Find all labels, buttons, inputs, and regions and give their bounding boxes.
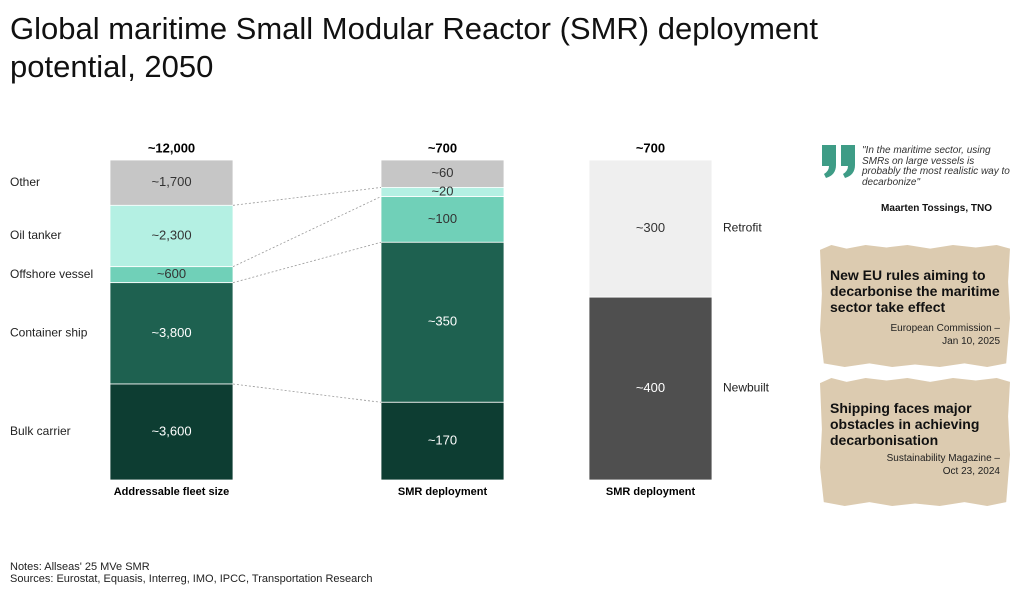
source-line: Oct 23, 2024 bbox=[942, 466, 1000, 477]
value-label: ~3,800 bbox=[151, 325, 191, 340]
connector bbox=[232, 196, 382, 268]
value-label: ~60 bbox=[431, 165, 453, 180]
bar-segment bbox=[109, 204, 234, 268]
source-line: Jan 10, 2025 bbox=[942, 336, 1000, 347]
total-label: ~12,000 bbox=[148, 140, 195, 155]
source-line: European Commission – bbox=[890, 323, 1001, 334]
news-clipping: New EU rules aiming to decarbonise the m… bbox=[820, 245, 1010, 367]
value-label: ~400 bbox=[636, 380, 665, 395]
connector bbox=[232, 383, 382, 403]
x-tick-label: SMR deployment bbox=[398, 486, 488, 498]
note-line: Notes: Allseas' 25 MVe SMR bbox=[10, 561, 150, 573]
connector bbox=[232, 241, 382, 284]
bar-segment bbox=[109, 282, 234, 385]
bar-segment bbox=[588, 159, 713, 298]
segment-name: Container ship bbox=[10, 326, 88, 340]
segment-name: Oil tanker bbox=[10, 228, 61, 242]
value-label: ~300 bbox=[636, 220, 665, 235]
total-label: ~700 bbox=[428, 140, 457, 155]
quote-text: "In the maritime sector, using SMRs on l… bbox=[862, 145, 1010, 188]
source-line: Sustainability Magazine – bbox=[886, 453, 1000, 464]
bar-segment bbox=[109, 383, 234, 481]
value-label: ~350 bbox=[428, 314, 457, 329]
notes: Notes: Allseas' 25 MVe SMR Sources: Euro… bbox=[10, 561, 373, 585]
note-line: Sources: Eurostat, Equasis, Interreg, IM… bbox=[10, 573, 373, 585]
clipping-headline: New EU rules aiming to decarbonise the m… bbox=[830, 267, 1000, 315]
segment-name: Other bbox=[10, 175, 40, 189]
total-label: ~700 bbox=[636, 140, 665, 155]
connector bbox=[232, 187, 382, 206]
bar-segment bbox=[380, 241, 505, 403]
bar-segment bbox=[380, 196, 505, 243]
value-label: ~2,300 bbox=[151, 227, 191, 242]
segment-name: Offshore vessel bbox=[10, 267, 93, 281]
bar-segment bbox=[588, 296, 713, 481]
news-clipping: Shipping faces major obstacles in achiev… bbox=[820, 378, 1010, 506]
value-label: ~600 bbox=[157, 266, 186, 281]
value-label: ~170 bbox=[428, 433, 457, 448]
quote-author: Maarten Tossings, TNO bbox=[881, 203, 992, 214]
segment-name: Newbuilt bbox=[723, 381, 770, 395]
x-tick-label: SMR deployment bbox=[606, 486, 696, 498]
value-label: ~100 bbox=[428, 211, 457, 226]
quote-icon bbox=[822, 145, 855, 178]
chart-title: Global maritime Small Modular Reactor (S… bbox=[10, 11, 818, 84]
segment-name: Retrofit bbox=[723, 221, 762, 235]
bar-segment bbox=[380, 159, 505, 188]
clipping-headline: Shipping faces major obstacles in achiev… bbox=[830, 400, 980, 448]
bar-segment bbox=[380, 401, 505, 481]
clipping-source: European Commission – Jan 10, 2025 bbox=[825, 322, 1001, 348]
value-label: ~20 bbox=[431, 183, 453, 198]
segment-name: Bulk carrier bbox=[10, 424, 71, 438]
value-label: ~1,700 bbox=[151, 174, 191, 189]
value-label: ~3,600 bbox=[151, 423, 191, 438]
clipping-source: Sustainability Magazine – Oct 23, 2024 bbox=[825, 452, 1000, 478]
x-tick-label: Addressable fleet size bbox=[114, 486, 230, 498]
